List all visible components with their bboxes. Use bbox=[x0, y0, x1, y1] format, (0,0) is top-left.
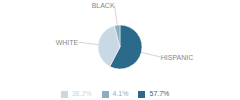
svg-text:BLACK: BLACK bbox=[92, 2, 115, 9]
html-text:38.2%: 38.2% bbox=[71, 90, 92, 97]
html-text:4.1%: 4.1% bbox=[112, 90, 129, 97]
svg-text:WHITE: WHITE bbox=[56, 39, 79, 46]
svg-text:HISPANIC: HISPANIC bbox=[161, 54, 194, 61]
html-text:57.7%: 57.7% bbox=[149, 90, 170, 97]
